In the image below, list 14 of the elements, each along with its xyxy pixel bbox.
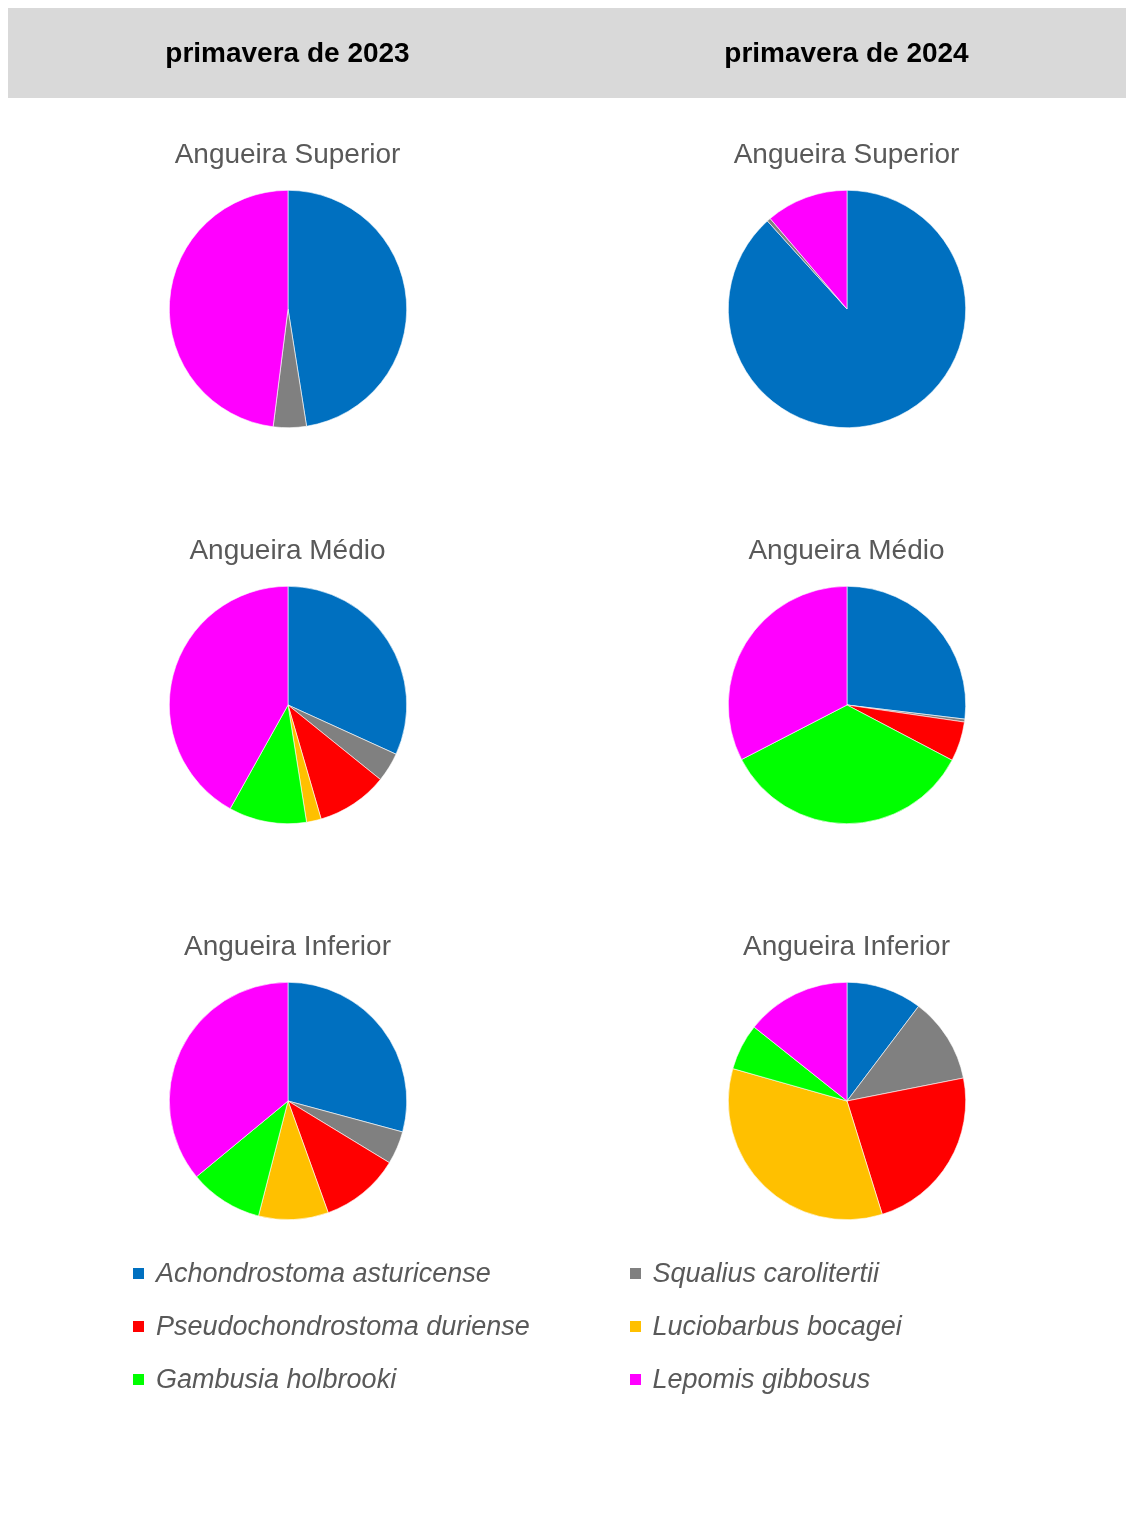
chart-title: Angueira Inferior [742, 930, 950, 962]
legend-label: Squalius carolitertii [652, 1258, 880, 1289]
legend-label: Gambusia holbrooki [156, 1364, 397, 1395]
chart-title: primavera de 2024 [567, 8, 1126, 98]
chart-subtitle: Angueira Superior [174, 138, 401, 170]
chart-title: primavera de 2023 [8, 8, 567, 98]
chart-title: Angueira Médio [189, 534, 386, 566]
chart-title: Angueira Inferior [183, 930, 391, 962]
legend-label: Achondrostoma asturicense [156, 1258, 491, 1289]
chart-subtitle: Angueira Superior [733, 138, 960, 170]
chart-title: Angueira Médio [748, 534, 945, 566]
legend-label: Lepomis gibbosus [652, 1364, 871, 1395]
legend-label: Luciobarbus bocagei [652, 1311, 902, 1342]
legend-label: Pseudochondrostoma duriense [156, 1311, 530, 1342]
